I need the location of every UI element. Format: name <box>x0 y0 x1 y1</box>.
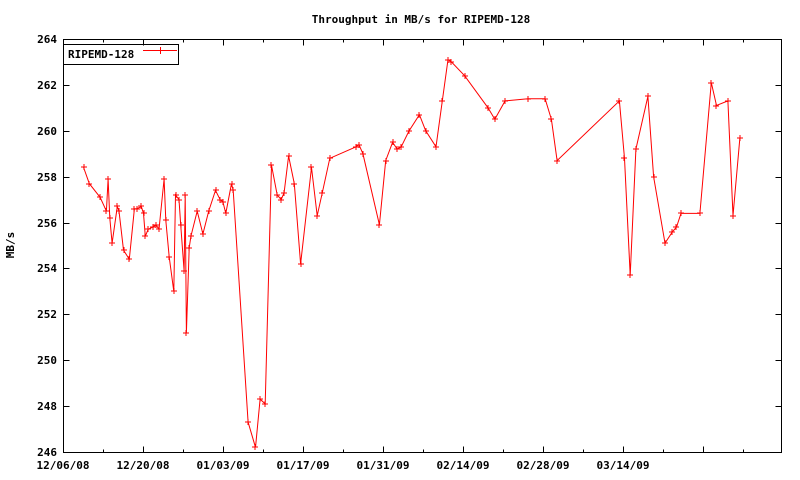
axes <box>63 39 782 453</box>
series-line <box>83 58 741 448</box>
y-tick-label: 248 <box>37 400 57 413</box>
y-tick-label: 250 <box>37 354 57 367</box>
x-tick-label: 01/17/09 <box>277 459 330 472</box>
y-tick-label: 262 <box>37 79 57 92</box>
x-tick-label: 01/31/09 <box>357 459 410 472</box>
legend-series-label: RIPEMD-128 <box>68 48 134 61</box>
x-tick-label: 12/20/08 <box>117 459 170 472</box>
x-tick-label: 02/14/09 <box>437 459 490 472</box>
series-point-markers <box>81 57 743 450</box>
x-tick-label: 02/28/09 <box>517 459 570 472</box>
legend-sample-line <box>143 47 177 54</box>
data-series <box>81 57 743 450</box>
x-tick-label: 12/06/08 <box>37 459 90 472</box>
y-tick-label: 256 <box>37 217 57 230</box>
y-tick-label: 260 <box>37 125 57 138</box>
y-tick-label: 252 <box>37 308 57 321</box>
y-tick-label: 254 <box>37 262 57 275</box>
plot-border <box>63 39 782 453</box>
y-axis-label: MB/s <box>4 232 17 259</box>
axis-tick-labels: 246 248 250 252 254 256 258 260 262 264 12/06/08 12… <box>37 33 650 472</box>
chart-title: Throughput in MB/s for RIPEMD-128 <box>312 13 531 26</box>
legend-plus-marker <box>157 47 164 54</box>
legend-box <box>63 44 179 65</box>
y-tick-label: 246 <box>37 446 57 459</box>
x-tick-label: 03/14/09 <box>597 459 650 472</box>
y-tick-label: 264 <box>37 33 57 46</box>
legend: RIPEMD-128 <box>63 44 179 65</box>
x-tick-label: 01/03/09 <box>197 459 250 472</box>
y-tick-label: 258 <box>37 171 57 184</box>
